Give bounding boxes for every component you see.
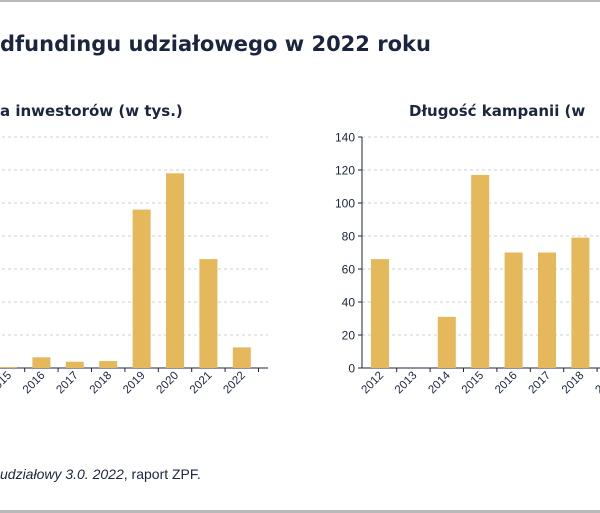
left-xtick-label-2022: 2022 [221,370,248,397]
left-xtick-label-2020: 2020 [155,370,182,397]
right-ytick-label: 20 [342,329,356,343]
left-xtick-label-2019: 2019 [121,370,148,397]
left-xtick-label-2016: 2016 [21,370,48,397]
right-xtick-label-2018: 2018 [560,370,587,397]
left-xtick-label-2015: 2015 [0,370,14,397]
right-ytick-label: 140 [335,131,355,145]
source-note-text: , raport ZPF. [123,466,201,482]
left-chart-investors: 2015 2016 2017 2018 2019 2020 2021 2022 [0,136,268,397]
right-bar-2017 [538,252,556,368]
right-bar-2016 [504,252,523,368]
left-bar-2019 [132,209,151,368]
bottom-border [0,510,600,513]
left-bar-2021 [199,259,218,368]
right-chart-campaign-length: 0 20 40 60 80 100 120 140 2012 2013 2014 2015 2016 20… [335,131,600,397]
source-note-italic: udziałowy 3.0. 2022 [0,466,124,482]
right-ytick-label: 120 [335,164,355,178]
right-xtick-label-2012: 2012 [360,370,387,397]
left-xtick-label-2018: 2018 [88,370,115,397]
right-ytick-label: 60 [342,263,356,277]
left-bar-2015 [0,367,17,368]
right-bar-2015 [471,174,490,368]
left-bar-2018 [99,361,118,368]
left-bar-2016 [32,357,51,368]
left-bar-2020 [166,173,184,368]
right-bar-2018 [571,237,590,368]
left-xtick-label-2017: 2017 [54,370,81,397]
left-chart-title: a inwestorów (w tys.) [0,102,183,120]
page-title: dfundingu udziałowego w 2022 roku [0,32,431,56]
left-bar-2022 [232,347,251,368]
right-ytick-label: 0 [348,362,355,376]
right-bar-2014 [437,316,456,368]
right-ytick-label: 40 [342,296,356,310]
right-xtick-label-2017: 2017 [527,370,554,397]
right-bar-2012 [371,259,389,368]
right-ytick-label: 80 [342,230,356,244]
right-xtick-label-2013: 2013 [393,370,420,397]
right-ytick-label: 100 [335,197,355,211]
right-xtick-label-2019: 2019 [593,370,600,397]
right-xtick-label-2014: 2014 [426,369,453,396]
source-note: udziałowy 3.0. 2022, raport ZPF. [0,466,201,482]
right-xtick-label-2016: 2016 [493,370,520,397]
left-xtick-label-2021: 2021 [188,370,215,397]
right-chart-title: Długość kampanii (w [409,102,586,120]
top-border [0,0,600,2]
left-bar-2017 [65,361,84,368]
right-xtick-label-2015: 2015 [460,370,487,397]
